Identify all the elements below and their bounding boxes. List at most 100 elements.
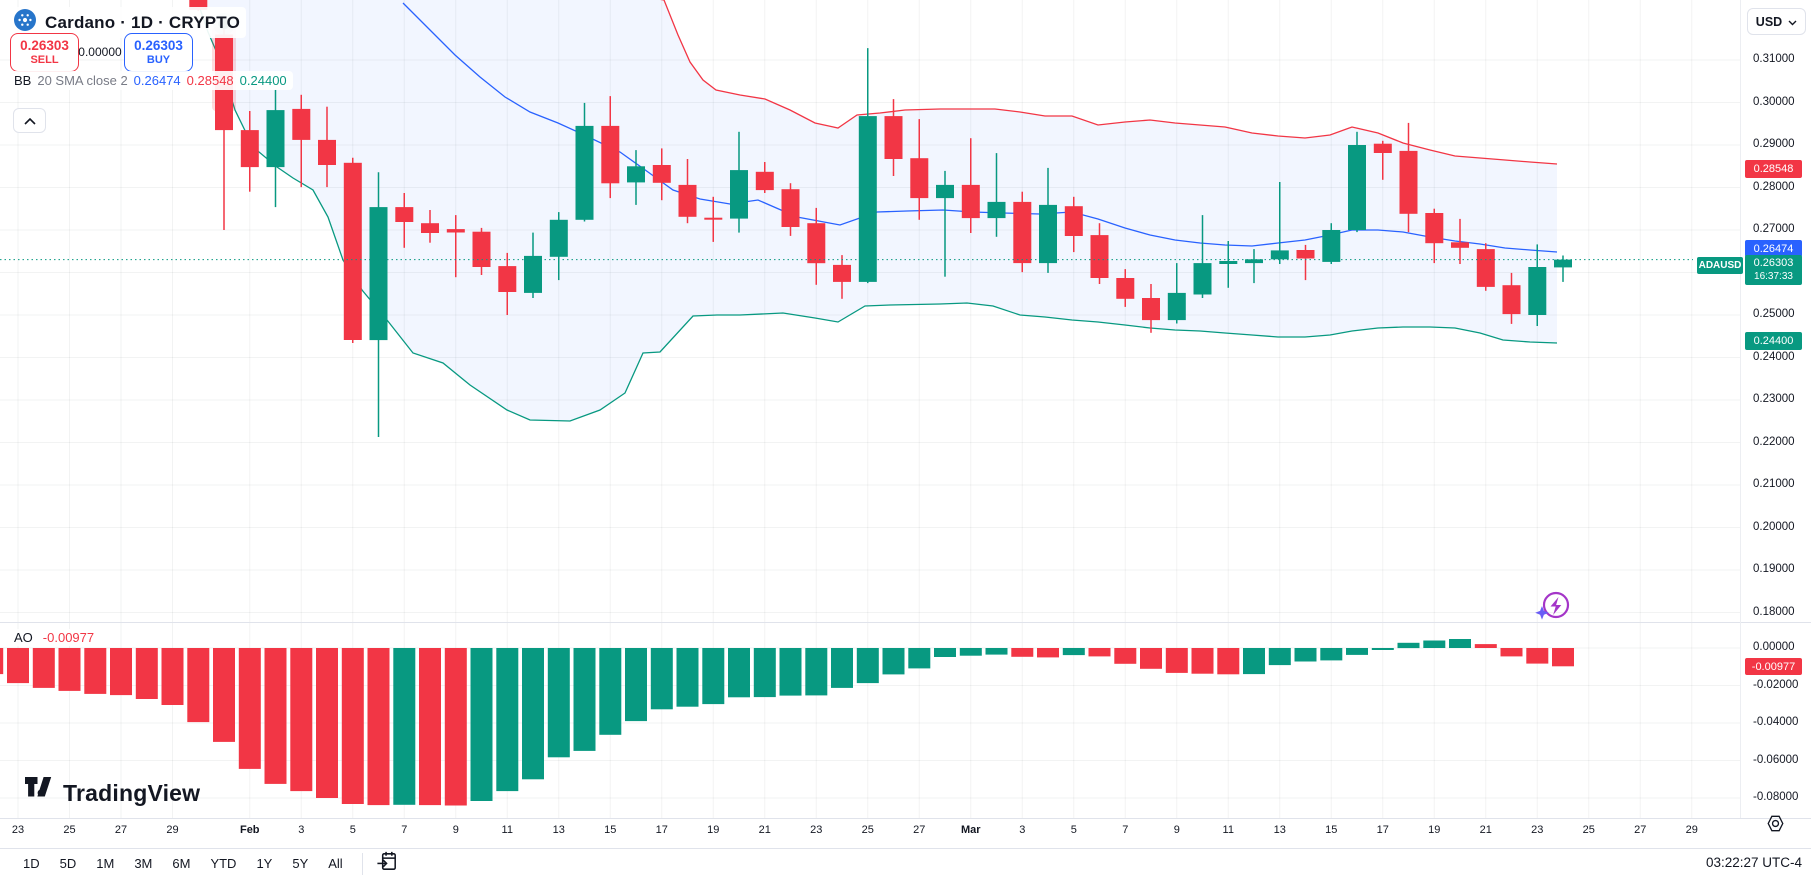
time-axis-tick: 11 <box>1222 824 1234 836</box>
ao-bar <box>32 648 55 688</box>
sell-button[interactable]: 0.26303 SELL <box>10 33 79 72</box>
ao-bar <box>522 648 544 780</box>
candle <box>266 89 285 208</box>
ao-bar <box>779 648 802 696</box>
ao-bar <box>1268 648 1291 666</box>
ao-bar <box>831 648 853 688</box>
bar-countdown: 16:37:33 <box>1754 270 1793 282</box>
calendar-arrow-icon <box>375 849 400 879</box>
ao-bar <box>1294 648 1317 662</box>
bb-indicator-legend[interactable]: BB 20 SMA close 2 0.26474 0.28548 0.2440… <box>8 71 293 90</box>
candle <box>1193 215 1212 298</box>
price-axis-label: 0.21000 <box>1753 478 1795 490</box>
bb-basis-price-badge: 0.26474 <box>1745 240 1802 257</box>
ao-bar <box>1165 648 1188 673</box>
candle <box>910 119 929 220</box>
tradingview-logo[interactable]: TradingView <box>25 777 200 809</box>
ao-bar <box>1500 648 1523 657</box>
collapse-legend-button[interactable] <box>13 108 46 133</box>
candle <box>730 131 748 233</box>
time-axis-divider <box>0 818 1811 819</box>
time-axis-tick: 15 <box>1325 824 1338 836</box>
range-button-3m[interactable]: 3M <box>134 856 153 871</box>
candle <box>1451 218 1469 264</box>
bb-lower-price-badge: 0.24400 <box>1745 332 1802 350</box>
candle <box>1142 284 1160 333</box>
ao-bar <box>367 648 390 806</box>
candle <box>395 193 414 248</box>
ao-bar <box>1397 642 1420 649</box>
chevron-up-icon <box>23 112 36 130</box>
cardano-logo-icon <box>14 9 36 36</box>
sell-label: SELL <box>30 53 59 66</box>
bb-basis-value: 0.26474 <box>133 73 181 88</box>
session-clock[interactable]: 03:22:27 UTC-4 <box>1705 855 1802 870</box>
time-axis-tick: 15 <box>604 824 617 836</box>
ao-bar <box>1552 648 1574 667</box>
time-axis-tick: 5 <box>1070 824 1077 836</box>
goto-date-button[interactable] <box>373 851 403 877</box>
chevron-down-icon <box>1788 15 1797 29</box>
range-button-1y[interactable]: 1Y <box>256 856 273 871</box>
price-axis-label: 0.20000 <box>1753 520 1795 533</box>
time-axis-tick: 27 <box>114 824 128 836</box>
pane-divider[interactable] <box>0 622 1811 623</box>
range-button-all[interactable]: All <box>328 856 343 871</box>
candle <box>1245 249 1263 284</box>
time-axis-tick: 25 <box>63 824 76 836</box>
candle <box>1502 272 1521 324</box>
range-button-1d[interactable]: 1D <box>23 856 40 871</box>
price-axis-label: 0.23000 <box>1753 393 1795 405</box>
candle <box>678 159 697 224</box>
time-axis-tick: 27 <box>1634 824 1647 836</box>
price-axis-label: 0.24000 <box>1753 350 1795 363</box>
ao-bar <box>650 648 673 710</box>
ao-bar <box>341 648 364 804</box>
range-button-5y[interactable]: 5Y <box>292 856 309 871</box>
candle <box>652 148 671 201</box>
candle <box>1116 269 1135 307</box>
time-axis-tick: 21 <box>1479 824 1492 836</box>
ao-bar <box>444 648 467 806</box>
bb-indicator-name: BB <box>14 73 32 88</box>
candle <box>781 183 800 236</box>
ao-bar <box>393 648 416 805</box>
candle <box>1039 167 1057 273</box>
symbol-title[interactable]: Cardano · 1D · CRYPTO <box>45 12 241 32</box>
bb-indicator-params: 20 SMA close 2 <box>37 73 128 88</box>
candle <box>1167 263 1186 324</box>
price-axis-label: 0.30000 <box>1753 95 1795 108</box>
candle <box>498 252 517 315</box>
range-button-6m[interactable]: 6M <box>172 856 191 871</box>
ao-indicator-legend[interactable]: AO -0.00977 <box>10 629 99 646</box>
bb-fill <box>197 0 1557 421</box>
time-axis-tick: Feb <box>239 824 260 836</box>
buy-button[interactable]: 0.26303 BUY <box>124 33 193 72</box>
ao-axis-label: 0.00000 <box>1753 641 1795 653</box>
ao-bar <box>1346 648 1368 655</box>
ao-bar <box>1011 648 1034 657</box>
range-button-1m[interactable]: 1M <box>96 856 115 871</box>
time-axis-tick: 21 <box>758 824 771 836</box>
ao-histogram <box>0 639 1574 806</box>
boost-lightning-button[interactable] <box>1530 584 1576 628</box>
time-axis-settings-button[interactable] <box>1763 814 1787 838</box>
range-button-ytd[interactable]: YTD <box>210 856 237 871</box>
ao-bar <box>84 648 107 694</box>
range-button-5d[interactable]: 5D <box>59 856 77 871</box>
currency-dropdown[interactable]: USD <box>1747 8 1806 35</box>
ao-bar <box>496 648 519 792</box>
toolbar-separator <box>361 852 363 875</box>
candle <box>1399 122 1418 233</box>
time-axis-tick: 23 <box>810 824 823 836</box>
ao-bar <box>135 648 158 699</box>
ao-bar <box>934 648 956 657</box>
bb-lower-value: 0.24400 <box>239 73 287 88</box>
buy-label: BUY <box>146 53 171 66</box>
candle <box>1296 244 1315 281</box>
tradingview-mark-icon <box>25 777 55 809</box>
ao-bar <box>1037 648 1059 658</box>
ao-axis-label: -0.02000 <box>1753 678 1799 691</box>
